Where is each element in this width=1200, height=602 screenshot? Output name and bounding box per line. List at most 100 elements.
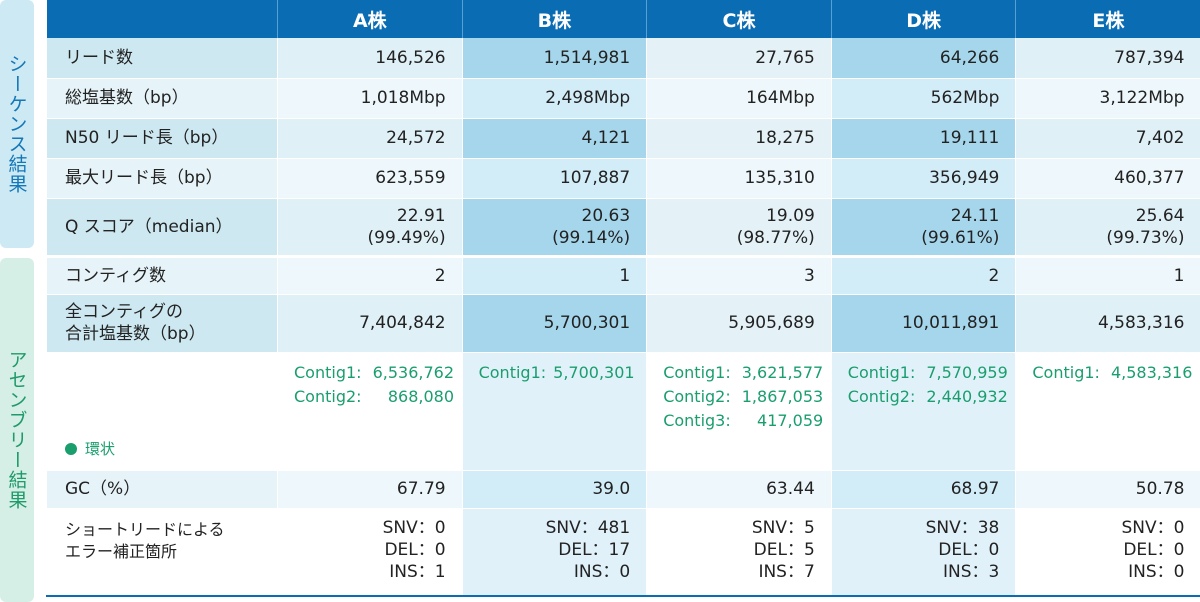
- circular-dot-icon: [65, 442, 77, 455]
- cell-value: 1: [461, 256, 647, 295]
- snv-count: SNV：38: [925, 517, 1000, 538]
- cell-value: 146,526: [277, 38, 463, 79]
- contig-line: Contig1: 7,570,959: [848, 361, 1008, 385]
- assembly-results-side-label: アセンブリー結果: [0, 258, 34, 602]
- contig-line: Contig2: 2,440,932: [847, 385, 1008, 409]
- snv-count: SNV：0: [382, 517, 446, 538]
- contig-cell: Contig1: 5,700,301: [461, 352, 647, 471]
- row-contig-detail: 環状 Contig1: 6,536,762 Contig2: 868,080 Con…: [46, 352, 1200, 471]
- qscore-percent: (99.73%): [1106, 227, 1185, 248]
- cell-value: 135,310: [646, 158, 832, 199]
- qscore-percent: (99.49%): [367, 227, 446, 248]
- cell-value: 2: [277, 256, 463, 295]
- cell-value: 2,498Mbp: [461, 78, 647, 119]
- header-blank: [46, 0, 278, 38]
- cell-value: 1,514,981: [461, 38, 647, 79]
- ins-count: INS：0: [573, 561, 631, 582]
- results-table: A株 B株 C株 D株 E株 リード数 146,526 1,514,981 27…: [46, 0, 1200, 597]
- cell-value: 64,266: [830, 38, 1016, 79]
- corrections-cell: SNV：0 DEL：0 INS：1: [277, 508, 463, 597]
- contig-cell: Contig1: 7,570,959 Contig2: 2,440,932: [830, 352, 1016, 471]
- contig-name: Contig1:: [294, 362, 362, 382]
- contig-name: Contig1:: [663, 362, 731, 382]
- contig-length: 868,080: [387, 386, 454, 406]
- cell-value: 1,018Mbp: [277, 78, 463, 119]
- row-max-read: 最大リード長（bp） 623,559 107,887 135,310 356,9…: [46, 158, 1200, 199]
- row-qscore: Q スコア（median） 22.91 (99.49%) 20.63 (99.14%…: [46, 198, 1200, 258]
- cell-value: 107,887: [461, 158, 647, 199]
- header-strain-c: C株: [646, 0, 832, 38]
- contig-length: 1,867,053: [741, 386, 824, 406]
- qscore-value: 19.09: [766, 205, 815, 226]
- snv-count: SNV：481: [545, 517, 631, 538]
- header-strain-a: A株: [277, 0, 463, 38]
- corrections-cell: SNV：38 DEL：0 INS：3: [830, 508, 1016, 597]
- qscore-percent: (99.14%): [552, 227, 631, 248]
- cell-value: 7,402: [1015, 118, 1200, 159]
- corrections-cell: SNV：0 DEL：0 INS：0: [1015, 508, 1200, 597]
- cell-value: 19,111: [830, 118, 1016, 159]
- cell-value: 3,122Mbp: [1015, 78, 1200, 119]
- row-reads: リード数 146,526 1,514,981 27,765 64,266 787…: [46, 38, 1200, 79]
- cell-value: 5,905,689: [646, 294, 832, 353]
- del-count: DEL：0: [384, 539, 446, 560]
- del-count: DEL：17: [558, 539, 631, 560]
- contig-length: 5,700,301: [553, 362, 635, 382]
- row-label: 全コンティグの 合計塩基数（bp）: [46, 294, 278, 353]
- contig-name: Contig1:: [1032, 362, 1100, 382]
- contig-name: Contig2:: [663, 386, 731, 406]
- row-label: Q スコア（median）: [46, 198, 278, 258]
- ins-count: INS：3: [943, 561, 1000, 582]
- cell-value: 19.09 (98.77%): [646, 198, 832, 258]
- row-label: リード数: [46, 38, 278, 79]
- cell-value: 2: [830, 256, 1016, 295]
- legend-label: 環状: [85, 439, 116, 458]
- contig-name: Contig1:: [478, 362, 547, 382]
- header-strain-b: B株: [461, 0, 647, 38]
- contig-length: 7,570,959: [926, 362, 1008, 382]
- cell-value: 39.0: [461, 470, 647, 509]
- row-label-line: 全コンティグの: [65, 302, 183, 322]
- contig-line: Contig2: 1,867,053: [663, 385, 823, 409]
- cell-value: 4,121: [461, 118, 647, 159]
- cell-value: 787,394: [1015, 38, 1200, 79]
- cell-value: 7,404,842: [277, 294, 463, 353]
- del-count: DEL：0: [1123, 539, 1185, 560]
- ins-count: INS：7: [758, 561, 815, 582]
- row-label: GC（%）: [46, 470, 278, 509]
- row-label: N50 リード長（bp）: [46, 118, 278, 159]
- contig-cell: Contig1: 4,583,316: [1015, 352, 1200, 471]
- contig-name: Contig3:: [663, 410, 731, 430]
- cell-value: 623,559: [277, 158, 463, 199]
- cell-value: 68.97: [830, 470, 1016, 509]
- row-label: 総塩基数（bp）: [46, 78, 278, 119]
- contig-line: Contig1: 5,700,301: [478, 361, 635, 385]
- cell-value: 50.78: [1015, 470, 1200, 509]
- contig-line: Contig3: 417,059: [663, 409, 823, 433]
- cell-value: 10,011,891: [830, 294, 1016, 353]
- qscore-value: 25.64: [1135, 205, 1185, 226]
- cell-value: 460,377: [1015, 158, 1200, 199]
- contig-line: Contig2: 868,080: [294, 385, 454, 409]
- row-corrections: ショートリードによる エラー補正箇所 SNV：0 DEL：0 INS：1 SNV：48…: [46, 508, 1200, 597]
- cell-value: 164Mbp: [646, 78, 832, 119]
- contig-cell: Contig1: 6,536,762 Contig2: 868,080: [277, 352, 463, 471]
- row-gc: GC（%） 67.79 39.0 63.44 68.97 50.78: [46, 470, 1200, 509]
- cell-value: 24.11 (99.61%): [830, 198, 1016, 258]
- contig-line: Contig1: 6,536,762: [294, 361, 454, 385]
- cell-value: 4,583,316: [1015, 294, 1200, 353]
- row-contig-count: コンティグ数 2 1 3 2 1: [46, 256, 1200, 295]
- qscore-percent: (98.77%): [736, 227, 815, 248]
- cell-value: 24,572: [277, 118, 463, 159]
- del-count: DEL：0: [938, 539, 1000, 560]
- corrections-cell: SNV：5 DEL：5 INS：7: [646, 508, 832, 597]
- contig-line: Contig1: 4,583,316: [1032, 361, 1192, 385]
- sequence-results-label: シーケンス結果: [5, 54, 28, 194]
- circular-legend: 環状: [46, 352, 278, 471]
- contig-name: Contig2:: [847, 386, 916, 406]
- qscore-value: 22.91: [396, 205, 446, 226]
- row-label: コンティグ数: [46, 256, 278, 295]
- cell-value: 67.79: [277, 470, 463, 509]
- cell-value: 356,949: [830, 158, 1016, 199]
- cell-value: 18,275: [646, 118, 832, 159]
